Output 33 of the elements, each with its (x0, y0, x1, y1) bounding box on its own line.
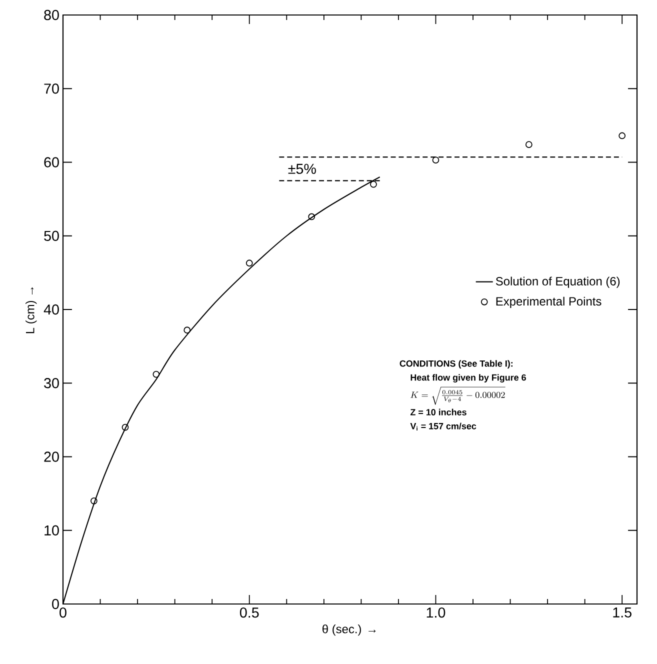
y-tick-label: 30 (44, 378, 59, 388)
legend-label: Solution of Equation (6) (496, 276, 620, 288)
y-tick-label: 50 (44, 230, 59, 241)
point (246, 260, 253, 267)
annotation: Heat flow given by Figure 6 (410, 374, 526, 382)
x-tick-label: 0.5 (240, 608, 259, 618)
point (618, 132, 626, 140)
x-tick-label: 1.0 (426, 608, 446, 618)
point (184, 326, 191, 334)
point (525, 141, 532, 148)
annotation: V$_{i}$ = 157 cm/sec (410, 422, 476, 430)
point (432, 156, 440, 164)
annotation: CONDITIONS (See Table I): (400, 360, 513, 368)
point (122, 424, 129, 431)
y-tick-label: 80 (44, 10, 59, 20)
y-tick-label: 0 (52, 598, 59, 610)
annotation: Z = 10 inches (410, 408, 466, 416)
point (308, 213, 316, 220)
y-tick-label: 20 (44, 452, 59, 462)
annotation: ±5% (288, 164, 316, 174)
annotation: $K = \sqrt{\frac{0.0045}{V_\theta - 4} - 0.00002}$ (410, 386, 506, 405)
point (152, 370, 160, 378)
y-tick-label: 70 (44, 84, 59, 94)
x-axis-title: θ (sec.) → (322, 624, 376, 636)
y-tick-label: 40 (44, 304, 59, 315)
y-tick-label: 60 (44, 157, 59, 168)
point (90, 497, 98, 504)
legend-label: Experimental Points (496, 296, 602, 308)
point (370, 180, 377, 188)
x-tick-label: 1.5 (613, 608, 632, 618)
x-tick-label: 0 (60, 608, 66, 618)
y-axis-title: L (cm) → (26, 287, 37, 334)
y-tick-label: 10 (44, 525, 59, 536)
